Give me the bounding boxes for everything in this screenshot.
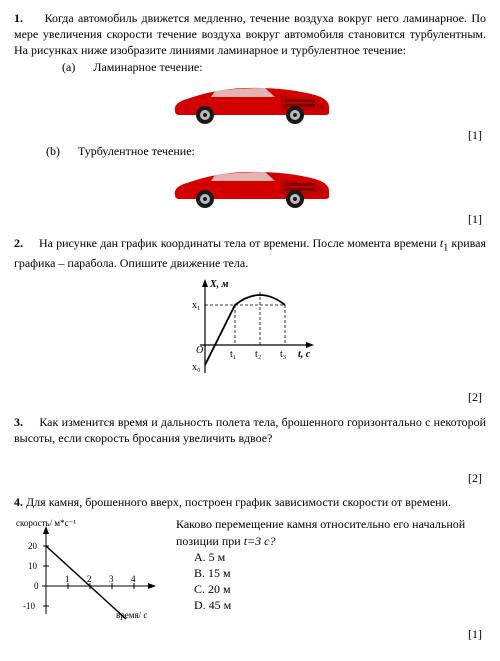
q1-part-a: (a) Ламинарное течение:: [14, 59, 486, 75]
t3-label: t₃: [280, 349, 286, 360]
q4-options: A. 5 м B. 15 м C. 20 м D. 45 м: [176, 549, 486, 614]
q4-opt-a: A. 5 м: [194, 549, 486, 565]
q4-number: 4.: [14, 495, 23, 509]
q4-prompt-a: Каково перемещение камня относительно ег…: [176, 517, 465, 547]
q1-car-a: [14, 77, 486, 125]
origin-label: O: [196, 345, 203, 356]
ytick-0: 0: [34, 581, 39, 591]
q4-text: 4. Для камня, брошенного вверх, построен…: [14, 494, 486, 510]
vt-x-label: время/ с: [116, 610, 147, 620]
q4-prompt-t: t=3 с?: [244, 534, 276, 548]
x0-label: x₀: [192, 362, 201, 373]
ytick-10: 10: [28, 561, 38, 571]
q4-figure: скорость/ м*с⁻¹ 20 10 0 -10 1: [14, 516, 164, 626]
q2-marks: [2]: [14, 389, 486, 405]
q1-marks-b: [1]: [14, 211, 486, 227]
q4-marks: [1]: [14, 626, 486, 642]
ytick-n10: -10: [23, 601, 35, 611]
q4-opt-d: D. 45 м: [194, 597, 486, 613]
question-4: 4. Для камня, брошенного вверх, построен…: [14, 494, 486, 642]
xtick-1: 1: [65, 574, 70, 584]
q1-text: 1. Когда автомобиль движется медленно, т…: [14, 10, 486, 59]
car-icon: [165, 77, 335, 125]
spacer: [14, 446, 486, 470]
q4-prompt-block: Каково перемещение камня относительно ег…: [176, 516, 486, 626]
velocity-time-graph: скорость/ м*с⁻¹ 20 10 0 -10 1: [14, 516, 164, 626]
q1-marks-a: [1]: [14, 127, 486, 143]
q4-opt-c: C. 20 м: [194, 581, 486, 597]
xtick-4: 4: [131, 574, 136, 584]
q1-body: Когда автомобиль движется медленно, тече…: [14, 11, 486, 57]
xtick-3: 3: [109, 574, 114, 584]
q2-text: 2. На рисунке дан график координаты тела…: [14, 235, 486, 271]
t2-label: t₂: [255, 349, 261, 360]
q2-figure: X, м t, с O x₁ x₀ t₁ t₂ t₃: [14, 275, 486, 385]
q4-prompt: Каково перемещение камня относительно ег…: [176, 516, 486, 548]
question-3: 3. Как изменится время и дальность полет…: [14, 414, 486, 487]
question-1: 1. Когда автомобиль движется медленно, т…: [14, 10, 486, 227]
x1-label: x₁: [192, 300, 201, 311]
q1-b-letter: (b): [46, 144, 60, 158]
axis-y-label: X, м: [209, 279, 229, 290]
question-2: 2. На рисунке дан график координаты тела…: [14, 235, 486, 405]
q4-body: Для камня, брошенного вверх, построен гр…: [26, 495, 451, 509]
q1-b-label: Турбулентное течение:: [78, 144, 195, 158]
position-time-graph: X, м t, с O x₁ x₀ t₁ t₂ t₃: [180, 275, 320, 385]
q1-part-b: (b) Турбулентное течение:: [14, 143, 486, 159]
t1-label: t₁: [230, 349, 236, 360]
ytick-20: 20: [28, 541, 38, 551]
car-icon: [165, 161, 335, 209]
q3-text: 3. Как изменится время и дальность полет…: [14, 414, 486, 446]
q1-a-label: Ламинарное течение:: [93, 60, 202, 74]
q1-number: 1.: [14, 11, 23, 25]
q2-number: 2.: [14, 236, 23, 250]
q2-text-a: На рисунке дан график координаты тела от…: [39, 236, 440, 250]
q4-opt-b: B. 15 м: [194, 565, 486, 581]
axis-x-label: t, с: [298, 349, 311, 360]
q3-marks: [2]: [14, 470, 486, 486]
q3-number: 3.: [14, 415, 23, 429]
q3-body: Как изменится время и дальность полета т…: [14, 415, 486, 445]
q4-content: скорость/ м*с⁻¹ 20 10 0 -10 1: [14, 516, 486, 626]
q1-a-letter: (a): [62, 60, 75, 74]
xtick-2: 2: [87, 574, 92, 584]
q1-car-b: [14, 161, 486, 209]
